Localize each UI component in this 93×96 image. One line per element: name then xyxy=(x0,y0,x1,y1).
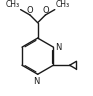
Text: O: O xyxy=(42,6,49,15)
Text: O: O xyxy=(27,6,33,15)
Text: CH₃: CH₃ xyxy=(6,0,20,9)
Text: N: N xyxy=(56,43,62,52)
Text: CH₃: CH₃ xyxy=(55,0,69,9)
Text: N: N xyxy=(34,77,40,86)
